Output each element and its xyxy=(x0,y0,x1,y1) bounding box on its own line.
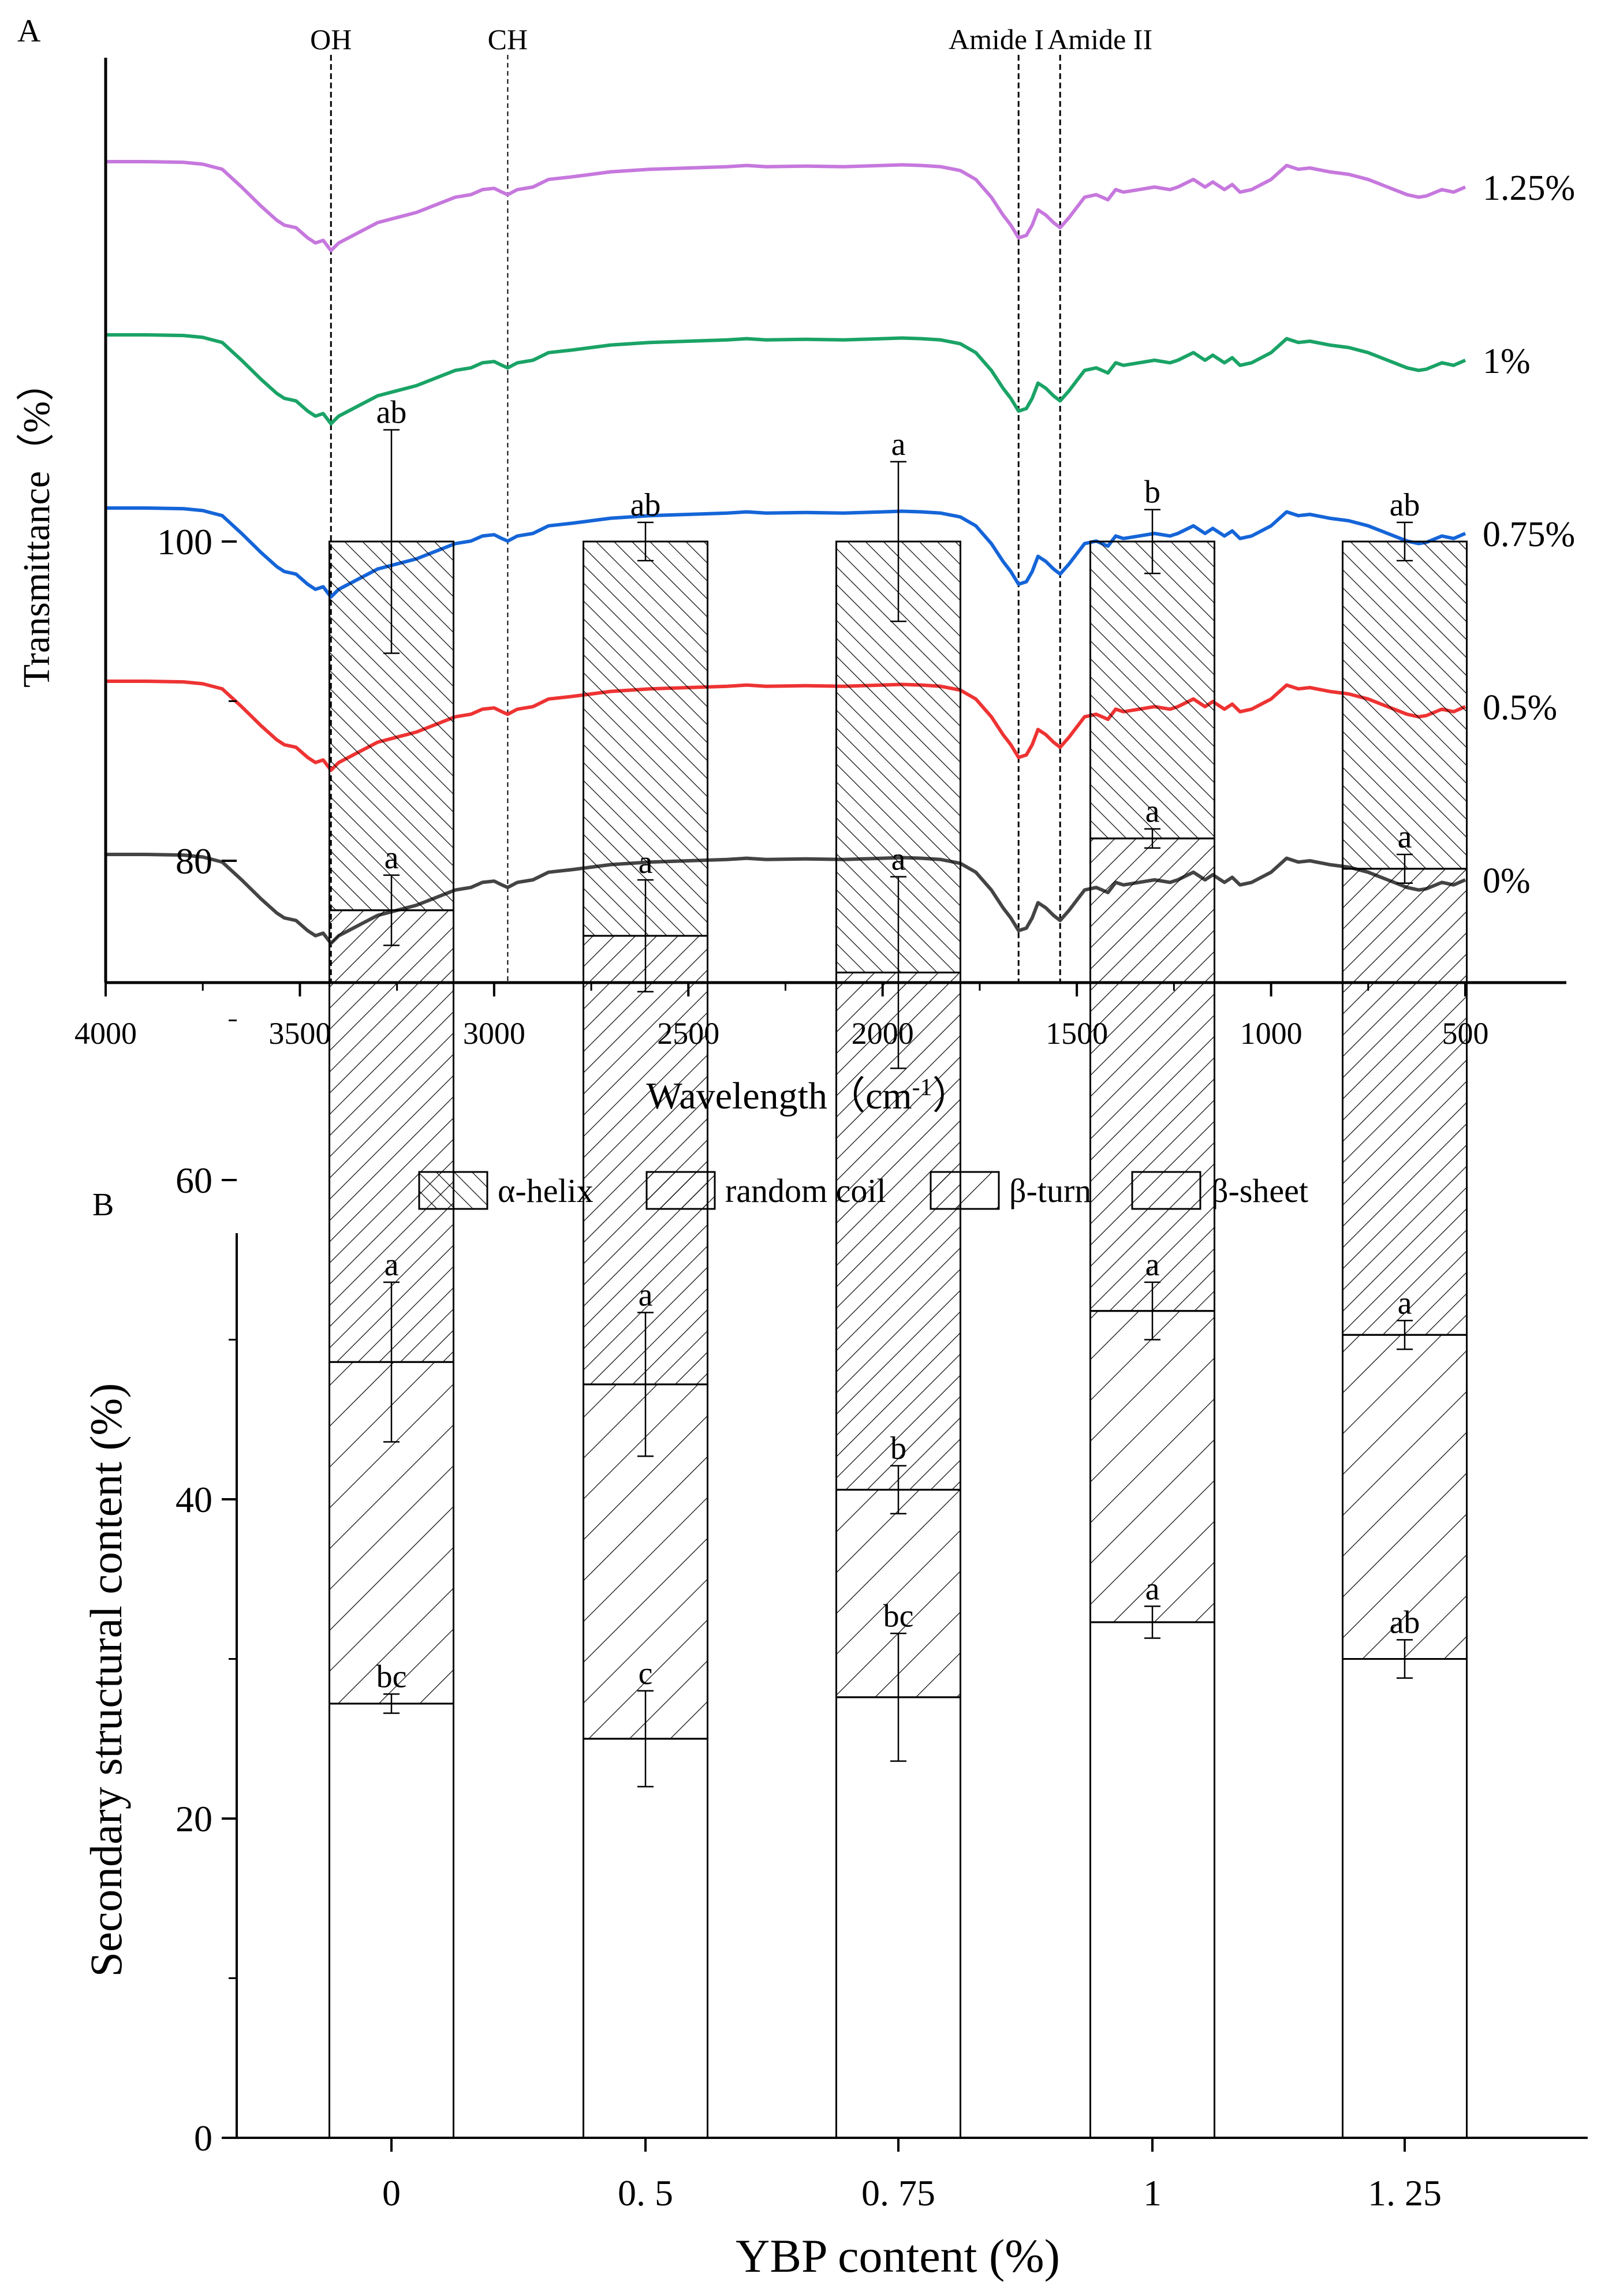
significance-letter-1-3: a xyxy=(1145,1247,1160,1283)
x-tick-label-1: 3500 xyxy=(268,1016,331,1051)
panel-b-label: B xyxy=(92,1187,114,1223)
y-tick-label-3: 60 xyxy=(176,1160,212,1201)
spectrum-curve-2 xyxy=(106,506,1466,599)
significance-letter-3-1: ab xyxy=(630,487,661,523)
x-tick-label-3: 1 xyxy=(1143,2172,1162,2213)
y-tick-label-5: 100 xyxy=(157,521,212,562)
annotation-label-2: Amide I xyxy=(949,23,1044,55)
significance-letter-1-0: a xyxy=(385,1247,399,1283)
significance-letter-0-4: ab xyxy=(1390,1604,1420,1640)
significance-letter-1-4: a xyxy=(1398,1285,1412,1321)
x-axis-ticks: 4000350030002500200015001000500 xyxy=(74,983,1489,1051)
spectrum-curve-0 xyxy=(106,160,1466,252)
stacked-bars xyxy=(329,540,1468,2139)
significance-letter-1-2: b xyxy=(890,1431,906,1466)
x-tick-label-0: 0 xyxy=(382,2172,401,2213)
significance-letter-3-2: a xyxy=(891,427,906,462)
significance-letter-3-0: ab xyxy=(376,394,407,430)
x-tick-label-0: 4000 xyxy=(74,1016,137,1051)
series-label-3: 0.5% xyxy=(1483,688,1557,727)
x-axis-ticks: 0 0. 5 0. 75 1 1. 25 xyxy=(382,2138,1442,2213)
significance-letter-0-2: bc xyxy=(883,1598,914,1634)
bar-segment-0-2 xyxy=(835,1696,961,2139)
series-label-2: 0.75% xyxy=(1483,515,1575,554)
series-label-1: 1% xyxy=(1483,342,1531,381)
x-tick-label-2: 0. 75 xyxy=(861,2172,935,2213)
bar-segment-0-0 xyxy=(329,1703,454,2139)
x-tick-label-2: 3000 xyxy=(463,1016,525,1051)
x-tick-label-6: 1000 xyxy=(1240,1016,1302,1051)
legend-label-alpha-helix: α-helix xyxy=(498,1172,594,1209)
y-axis-ticks: 0 20 40 60 80 100 xyxy=(157,521,237,2159)
significance-letter-2-0: a xyxy=(385,840,399,876)
significance-letter-0-3: a xyxy=(1145,1571,1160,1607)
series-labels: 1.25% 1% 0.75% 0.5% 0% xyxy=(1483,169,1575,901)
series-label-0: 1.25% xyxy=(1483,169,1575,208)
bar-segment-3-4 xyxy=(1342,540,1468,870)
y-axis-title: Secondary structural content (%) xyxy=(81,1383,131,1977)
x-axis-title: YBP content (%) xyxy=(736,2230,1060,2282)
significance-letter-3-4: ab xyxy=(1390,487,1420,523)
spectrum-curve-4 xyxy=(106,853,1466,945)
legend-label-beta-sheet: β-sheet xyxy=(1211,1172,1308,1209)
x-tick-label-4: 1. 25 xyxy=(1368,2172,1442,2213)
spectrum-curves xyxy=(106,160,1466,945)
significance-letter-3-3: b xyxy=(1144,475,1160,510)
significance-letter-0-0: bc xyxy=(376,1659,407,1694)
bar-segment-2-1 xyxy=(583,935,708,1386)
spectrum-curve-3 xyxy=(106,680,1466,772)
panel-a-label: A xyxy=(17,13,41,49)
panel-b-stacked-bar-chart: B α-helix random coil β-turn β-sheet bca… xyxy=(81,394,1588,2282)
error-bars xyxy=(383,429,1413,1787)
bar-segment-0-4 xyxy=(1342,1658,1468,2139)
significance-letter-2-2: a xyxy=(891,842,906,878)
significance-letter-1-1: a xyxy=(639,1277,653,1313)
significance-letter-2-4: a xyxy=(1398,819,1412,855)
y-tick-label-1: 20 xyxy=(176,1798,212,1839)
y-axis-title: Transmittance（%） xyxy=(16,363,58,688)
spectrum-curve-1 xyxy=(106,333,1466,425)
bar-segment-3-3 xyxy=(1089,540,1215,839)
bar-segment-1-3 xyxy=(1089,1310,1215,1623)
bar-segment-3-1 xyxy=(583,540,708,937)
significance-letter-2-3: a xyxy=(1145,794,1160,830)
bar-segment-2-3 xyxy=(1089,837,1215,1312)
bar-segment-2-4 xyxy=(1342,868,1468,1336)
annotation-lines: OH CH Amide I Amide II xyxy=(310,23,1152,983)
significance-letter-2-1: a xyxy=(639,845,653,880)
annotation-label-0: OH xyxy=(310,23,352,55)
bar-segment-0-1 xyxy=(583,1738,708,2139)
x-tick-label-1: 0. 5 xyxy=(618,2172,673,2213)
panel-a-ftir-chart: A OH CH Amide I Amide II 1.25% 1% 0.75% 0.5% 0%… xyxy=(16,13,1575,1117)
annotation-label-1: CH xyxy=(488,23,528,55)
bar-segment-0-3 xyxy=(1089,1621,1215,2139)
y-tick-label-4: 80 xyxy=(176,841,212,882)
significance-letter-0-1: c xyxy=(639,1656,653,1692)
y-tick-label-2: 40 xyxy=(176,1479,212,1520)
y-tick-label-0: 0 xyxy=(194,2118,212,2159)
legend-label-beta-turn: β-turn xyxy=(1009,1172,1091,1209)
series-label-4: 0% xyxy=(1483,861,1531,901)
annotation-label-3: Amide II xyxy=(1047,23,1152,55)
